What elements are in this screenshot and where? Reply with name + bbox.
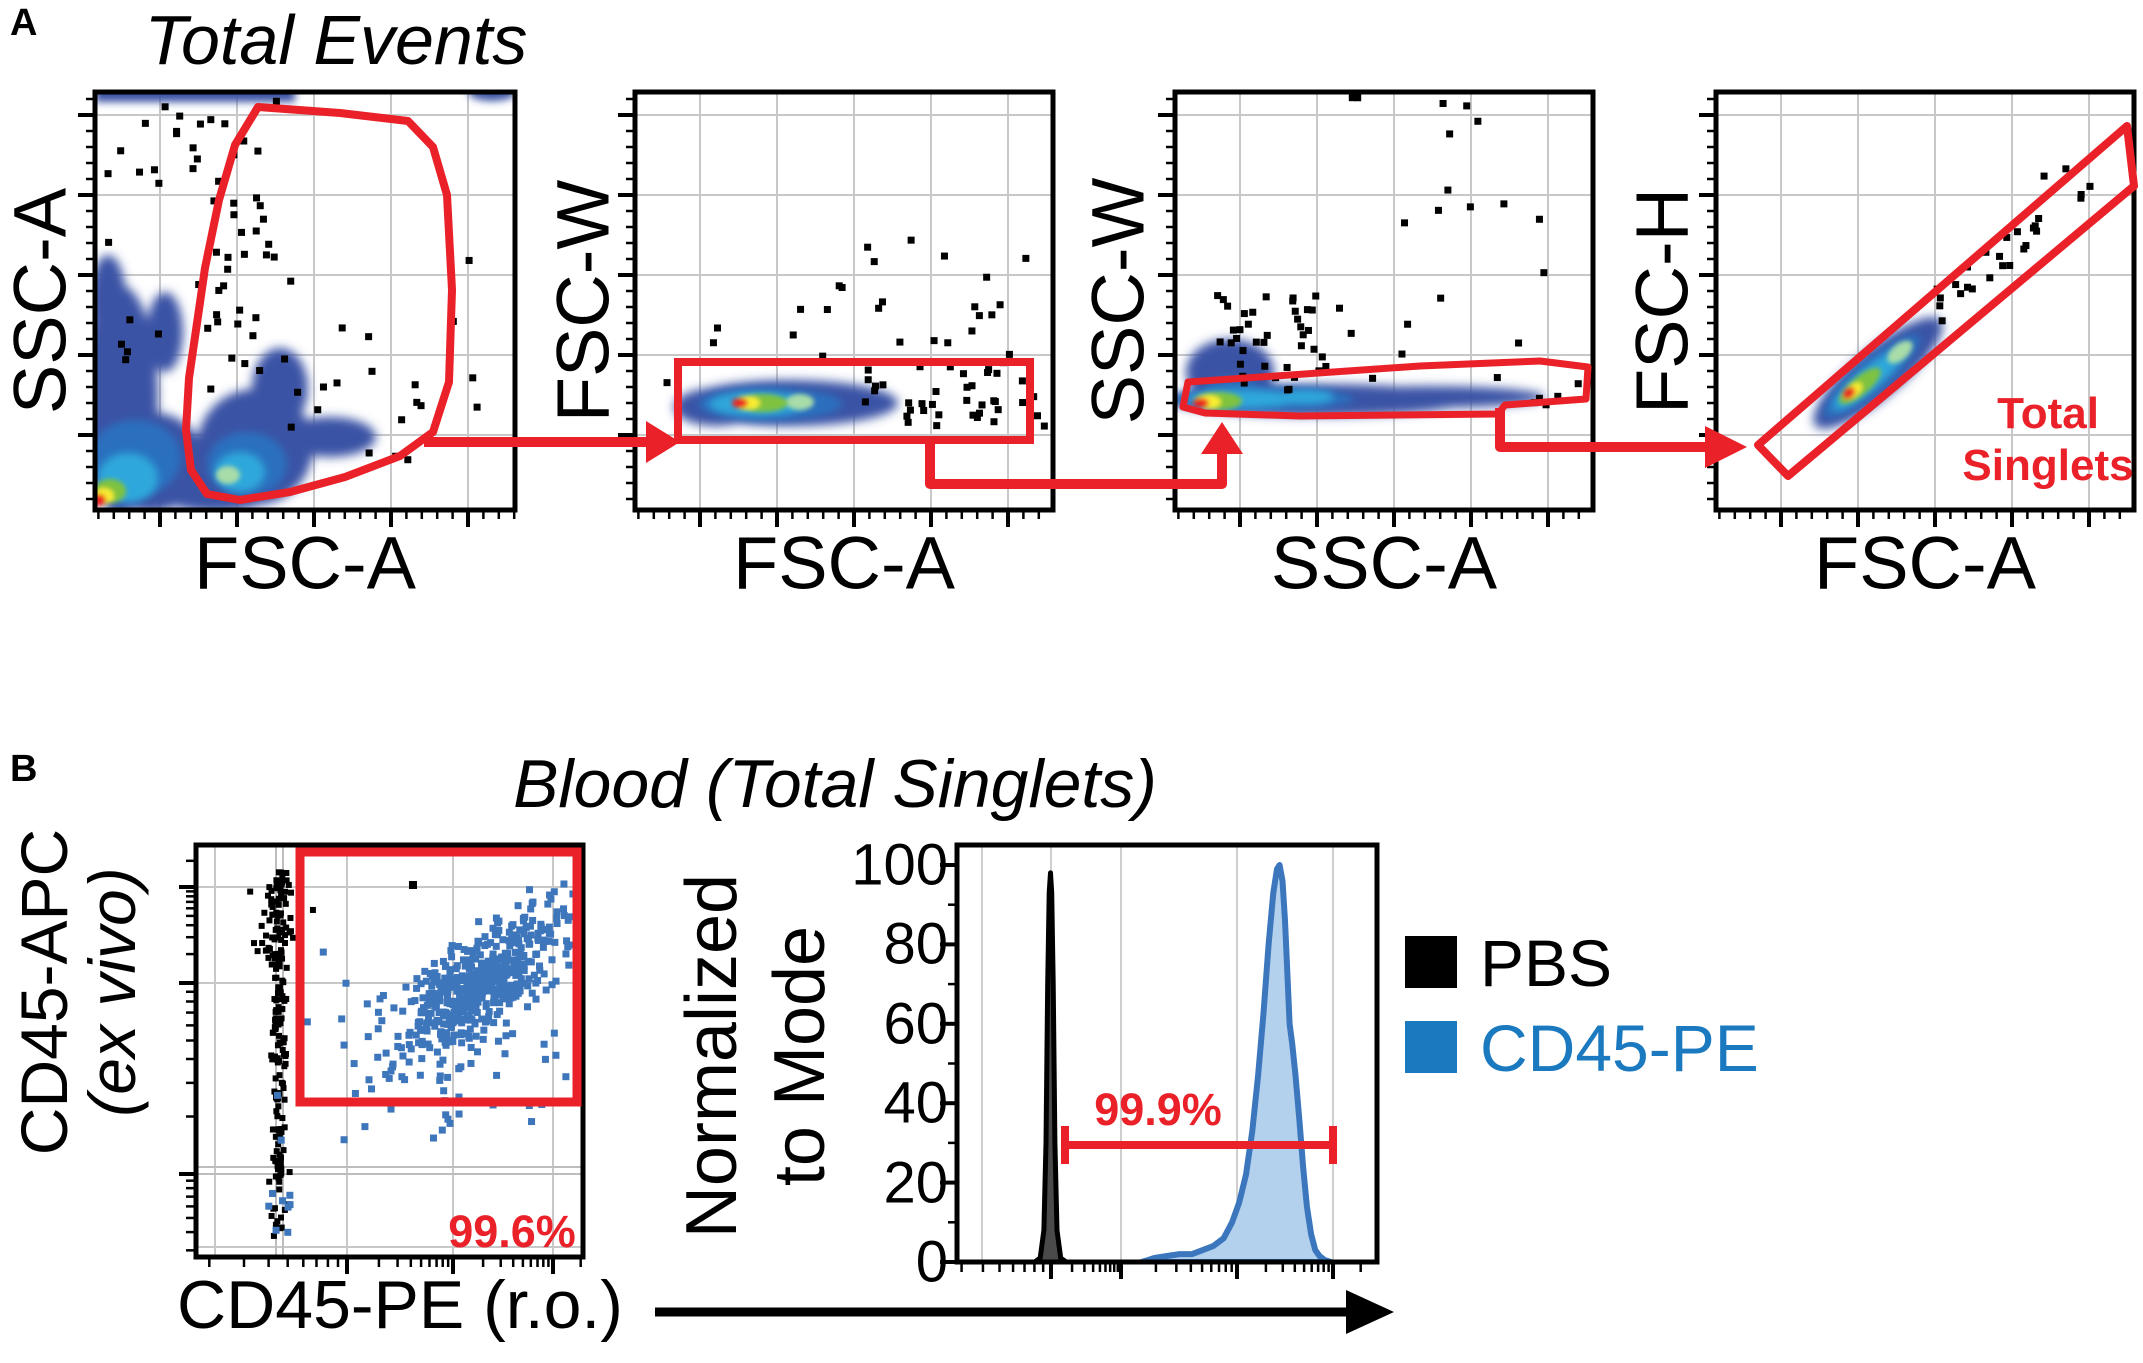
panel-a-title: Total Events	[144, 1, 528, 79]
plot4-x-axis-label: FSC-A	[1814, 521, 2036, 605]
histogram-ytick-100: 100	[851, 832, 948, 898]
histogram-ytick-0: 0	[915, 1229, 948, 1295]
histogram-ytick-60: 60	[883, 991, 948, 1057]
plot2-y-axis-label: FSC-W	[541, 179, 625, 423]
panel-b-title: Blood (Total Singlets)	[513, 746, 1157, 822]
scatter-y-axis-label-1: CD45-APC	[7, 828, 81, 1156]
panel-a-letter: A	[10, 2, 38, 44]
scatter-y-axis-label-2: (ex vivo)	[75, 867, 149, 1117]
panel-b-letter: B	[10, 748, 38, 790]
histogram-ytick-80: 80	[883, 911, 948, 977]
plot2-x-axis-label: FSC-A	[733, 521, 955, 605]
plot1-y-axis-label: SSC-A	[0, 187, 82, 415]
legend-swatch-pbs	[1405, 936, 1457, 988]
total-singlets-gate-label-line2: Singlets	[1962, 441, 2134, 490]
histogram-ytick-40: 40	[883, 1070, 948, 1136]
total-singlets-gate-label-line1: Total	[1997, 389, 2099, 438]
plot1-x-axis-label: FSC-A	[194, 521, 416, 605]
legend-label-cd45pe: CD45-PE	[1480, 1011, 1759, 1085]
plot4-y-axis-label: FSC-H	[1620, 187, 1704, 415]
histogram-y-axis-label-1: Normalized	[672, 873, 752, 1239]
plot3-y-axis-label: SSC-W	[1076, 177, 1160, 425]
plot3-x-axis-label: SSC-A	[1270, 521, 1498, 605]
legend-swatch-cd45pe	[1405, 1021, 1457, 1073]
legend-label-pbs: PBS	[1480, 926, 1613, 1000]
histogram-bracket-percent: 99.9%	[1094, 1084, 1222, 1135]
scatter-x-axis-label: CD45-PE (r.o.)	[177, 1267, 623, 1343]
scatter-gate-percent: 99.6%	[448, 1206, 576, 1257]
histogram-ytick-20: 20	[883, 1150, 948, 1216]
total-singlets-gate-label: Total Singlets	[1962, 388, 2133, 492]
